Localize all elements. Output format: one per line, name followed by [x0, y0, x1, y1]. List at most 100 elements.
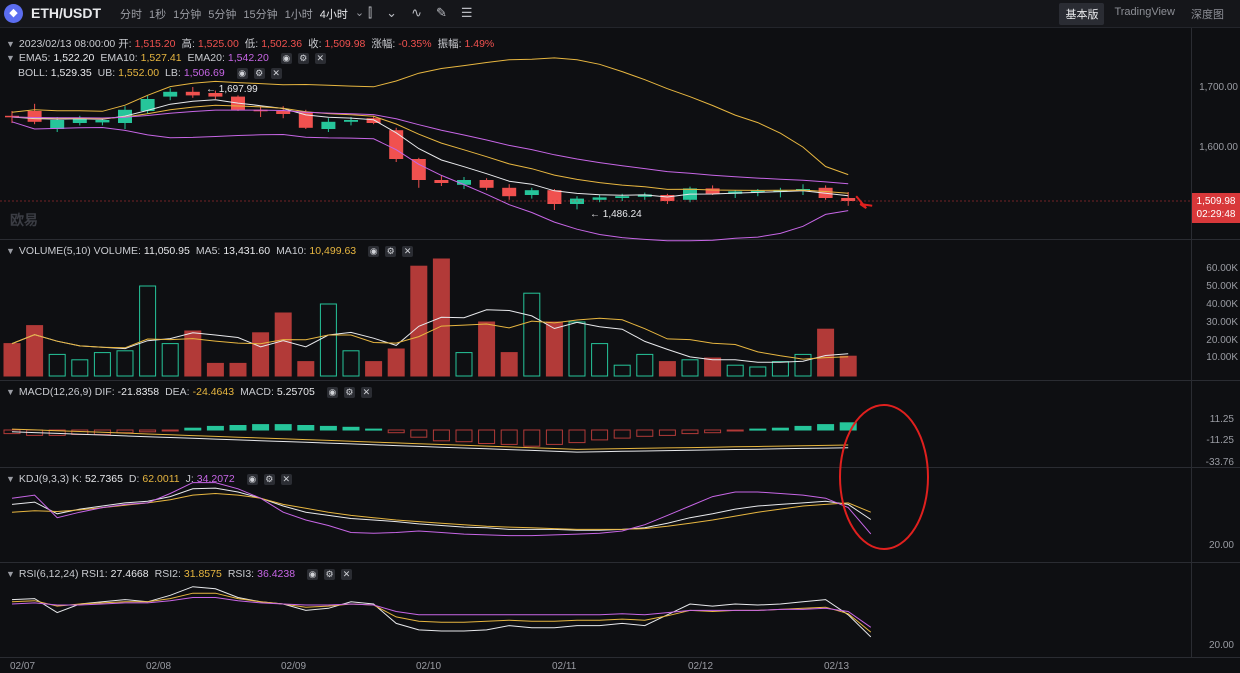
- eye-icon[interactable]: ◉: [246, 473, 258, 485]
- kdj-d-line: [11, 492, 871, 530]
- interval-5m[interactable]: 5分钟: [208, 9, 237, 21]
- macd-histogram-bar: [229, 425, 247, 431]
- close-icon[interactable]: ✕: [280, 473, 292, 485]
- date-axis-label: 02/09: [281, 661, 307, 672]
- candle-body: [705, 188, 720, 194]
- pane-divider[interactable]: [0, 562, 1240, 563]
- rsi1-value: 27.4668: [110, 568, 149, 580]
- volume-bar: [749, 366, 767, 377]
- volume-bar: [613, 364, 631, 377]
- candle-body: [592, 197, 607, 200]
- candle-body: [547, 190, 562, 204]
- gear-icon[interactable]: ⚙: [324, 568, 336, 580]
- gear-icon[interactable]: ⚙: [297, 52, 309, 64]
- rsi-legend: ▼ RSI(6,12,24) RSI1: 27.4668 RSI2: 31.8575…: [6, 568, 353, 580]
- interval-4h[interactable]: 4小时: [319, 9, 348, 21]
- trading-pair-title[interactable]: ETH/USDT: [31, 5, 101, 21]
- macd-indicator-name: MACD(12,26,9): [18, 386, 92, 398]
- collapse-chevron-icon[interactable]: ▼: [6, 474, 15, 484]
- settings-list-icon[interactable]: ☰: [460, 5, 473, 20]
- candle-countdown: 02:29:48: [1196, 209, 1236, 220]
- pane-divider[interactable]: [0, 380, 1240, 381]
- close-icon[interactable]: ✕: [402, 245, 414, 257]
- low-annotation: ← 1,486.24: [590, 209, 642, 220]
- volume-bar: [365, 361, 383, 377]
- eye-icon[interactable]: ◉: [307, 568, 319, 580]
- macd-dea-value: -24.4643: [192, 386, 235, 398]
- candle-type-icon[interactable]: ⫿: [368, 5, 373, 20]
- volume-bar: [229, 362, 247, 377]
- macd-histogram-bar: [116, 429, 134, 434]
- volume-bar: [568, 321, 586, 377]
- eye-icon[interactable]: ◉: [368, 245, 380, 257]
- candle-body: [524, 190, 539, 195]
- volume-bar: [478, 321, 496, 377]
- volume-bar: [342, 350, 360, 377]
- kdj-d-value: 62.0011: [142, 473, 180, 485]
- interval-15m[interactable]: 15分钟: [243, 9, 278, 21]
- gear-icon[interactable]: ⚙: [343, 386, 355, 398]
- collapse-chevron-icon[interactable]: ▼: [6, 569, 15, 579]
- close-icon[interactable]: ✕: [314, 52, 326, 64]
- high-annotation: ← 1,697.99: [206, 84, 258, 95]
- macd-histogram-bar: [771, 427, 789, 431]
- interval-more-chevron-icon[interactable]: ⌄: [354, 7, 365, 19]
- volume-axis-label: 60.00K: [1206, 263, 1238, 274]
- volume-ma10-label: MA10:: [276, 245, 307, 257]
- view-depth[interactable]: 深度图: [1191, 9, 1224, 21]
- candle-body: [366, 118, 381, 123]
- eye-icon[interactable]: ◉: [326, 386, 338, 398]
- date-axis-label: 02/11: [552, 661, 577, 672]
- close-icon[interactable]: ✕: [270, 67, 282, 79]
- interval-1m[interactable]: 1分钟: [173, 9, 202, 21]
- collapse-chevron-icon[interactable]: ▼: [6, 387, 15, 397]
- ema5-line: [11, 99, 849, 198]
- macd-axis-label: -11.25: [1206, 435, 1234, 446]
- macd-histogram-bar: [206, 425, 224, 431]
- eye-icon[interactable]: ◉: [236, 67, 248, 79]
- ema20-label: EMA20:: [187, 52, 225, 64]
- close-icon[interactable]: ✕: [341, 568, 353, 580]
- volume-bar: [817, 328, 835, 377]
- macd-axis-label: -33.76: [1205, 457, 1234, 468]
- volume-bar: [839, 355, 857, 377]
- drawing-tool-icon[interactable]: ✎: [435, 5, 447, 20]
- volume-bar: [681, 359, 699, 377]
- collapse-chevron-icon[interactable]: ▼: [6, 53, 15, 63]
- macd-dif-line: [11, 431, 849, 453]
- date-axis-label: 02/13: [824, 661, 850, 672]
- pane-divider[interactable]: [0, 467, 1240, 468]
- gear-icon[interactable]: ⚙: [253, 67, 265, 79]
- view-tradingview[interactable]: TradingView: [1114, 6, 1175, 18]
- interval-1h[interactable]: 1小时: [284, 9, 313, 21]
- kdj-indicator-name: KDJ(9,3,3): [18, 473, 70, 485]
- macd-dif-value: -21.8358: [117, 386, 160, 398]
- collapse-chevron-icon[interactable]: ▼: [6, 246, 15, 256]
- macd-histogram-bar: [252, 424, 270, 431]
- gear-icon[interactable]: ⚙: [263, 473, 275, 485]
- interval-1s[interactable]: 1秒: [149, 9, 167, 21]
- kdj-j-label: J:: [185, 473, 194, 485]
- volume-axis-label: 30.00K: [1206, 317, 1238, 328]
- collapse-chevron-icon[interactable]: ▼: [6, 38, 15, 49]
- high-label: 高:: [181, 38, 195, 50]
- macd-histogram-bar: [455, 429, 473, 443]
- pane-divider[interactable]: [0, 239, 1240, 240]
- kdj-axis-label: 20.00: [1208, 540, 1234, 551]
- date-axis-label: 02/10: [416, 661, 442, 672]
- kdj-j-line: [11, 482, 872, 537]
- interval-tick[interactable]: 分时: [120, 9, 142, 21]
- volume-bar: [319, 303, 337, 377]
- eye-icon[interactable]: ◉: [280, 52, 292, 64]
- indicator-icon[interactable]: ∿: [411, 5, 422, 20]
- macd-histogram-bar: [387, 429, 405, 434]
- rsi3-line: [11, 597, 872, 628]
- close-icon[interactable]: ✕: [360, 386, 372, 398]
- candle-body: [50, 120, 65, 129]
- eth-icon: ◆: [4, 4, 23, 23]
- chevron-down-icon[interactable]: ⌄: [386, 5, 398, 20]
- gear-icon[interactable]: ⚙: [385, 245, 397, 257]
- candle-body: [479, 180, 494, 188]
- view-basic[interactable]: 基本版: [1059, 3, 1105, 25]
